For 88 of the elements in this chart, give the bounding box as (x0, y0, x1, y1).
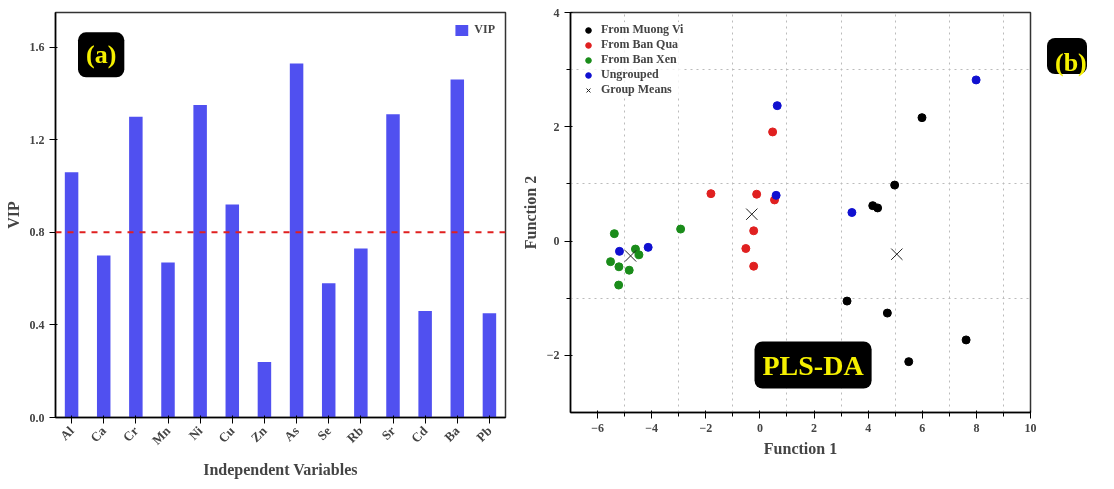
point (904, 357, 914, 367)
y-tick-label: 1.2 (29, 132, 45, 147)
point (882, 308, 892, 318)
y-tick-label: 0.0 (29, 410, 45, 425)
point (917, 113, 927, 123)
y-tick-label: 4 (553, 5, 560, 20)
bar (289, 63, 304, 418)
y-tick-label: 0 (553, 234, 560, 249)
x-tick-label: 0 (756, 420, 763, 435)
x-tick-label: Cd (408, 422, 431, 446)
point (772, 101, 782, 111)
point (749, 261, 759, 271)
y-tick-label: −2 (546, 348, 560, 363)
point (847, 208, 857, 217)
y-tick-label: 1.6 (29, 40, 45, 55)
bar (161, 262, 175, 418)
x-tick-label: Ni (185, 422, 206, 443)
x-axis-title: Independent Variables (203, 460, 358, 479)
point (961, 335, 971, 345)
x-tick-label: Al (57, 422, 78, 443)
point (749, 226, 759, 236)
x-tick-label: Cr (119, 423, 142, 445)
point (890, 248, 903, 261)
legend-label: From Ban Xen (601, 52, 677, 67)
bar (354, 248, 368, 418)
x-tick-label: 8 (973, 420, 980, 435)
x-tick-label: Se (314, 423, 335, 443)
x-tick-label: 2 (811, 420, 818, 435)
x-tick-label: Rb (343, 423, 367, 446)
x-tick-label: Cu (215, 423, 238, 446)
point (768, 127, 778, 137)
bar (257, 361, 272, 418)
bar (482, 313, 497, 418)
bar (450, 79, 465, 418)
point (609, 229, 619, 239)
x-tick-label: Zn (247, 422, 271, 446)
x-tick-label: 4 (865, 420, 872, 435)
legend-label: From Ban Qua (601, 37, 679, 52)
legend-label: From Muong Vi (601, 22, 684, 37)
legend-label: Group Means (601, 82, 672, 97)
legend-label: VIP (474, 22, 495, 37)
y-tick-label: 2 (553, 119, 560, 134)
point (606, 257, 616, 267)
text: (b) (1055, 47, 1087, 79)
bar (129, 116, 143, 418)
point (842, 296, 852, 306)
point (643, 242, 653, 252)
annotation: PLS-DA (762, 349, 865, 381)
bar (193, 105, 207, 418)
x-tick-label: 10 (1024, 420, 1037, 435)
y-axis-title: Function 2 (521, 175, 539, 250)
bar (321, 283, 336, 418)
point (624, 249, 637, 263)
x-tick-label: Ca (87, 422, 110, 446)
x-tick-label: −4 (645, 420, 659, 435)
point (706, 189, 716, 199)
point (614, 262, 624, 272)
point (634, 250, 644, 260)
point (676, 224, 686, 234)
x-axis-title: Function 1 (763, 439, 838, 457)
x-tick-label: 6 (919, 420, 926, 435)
point (745, 208, 758, 221)
x-tick-label: Ba (441, 422, 463, 445)
bar (64, 172, 79, 418)
legend-label: Ungrouped (601, 67, 659, 82)
point (614, 280, 624, 290)
point (624, 265, 634, 275)
bar (386, 114, 400, 418)
x-tick-label: Mn (148, 422, 174, 448)
x-tick-label: Pb (473, 423, 495, 445)
point (741, 244, 751, 253)
bar (418, 311, 432, 418)
annotation: (a) (86, 40, 117, 70)
y-axis-title: VIP (4, 201, 22, 229)
y-tick-label: 0.4 (29, 317, 45, 332)
point (890, 180, 900, 190)
point (971, 75, 981, 85)
point (614, 246, 624, 256)
bar (225, 204, 240, 418)
x-tick-label: −2 (699, 420, 713, 435)
x-tick-label: −6 (591, 420, 604, 435)
point (873, 203, 883, 213)
x-tick-label: As (281, 423, 302, 445)
x-tick-label: Sr (378, 423, 399, 443)
bar (96, 255, 111, 418)
point (752, 189, 762, 199)
y-tick-label: 0.8 (29, 225, 45, 240)
point (771, 190, 781, 200)
